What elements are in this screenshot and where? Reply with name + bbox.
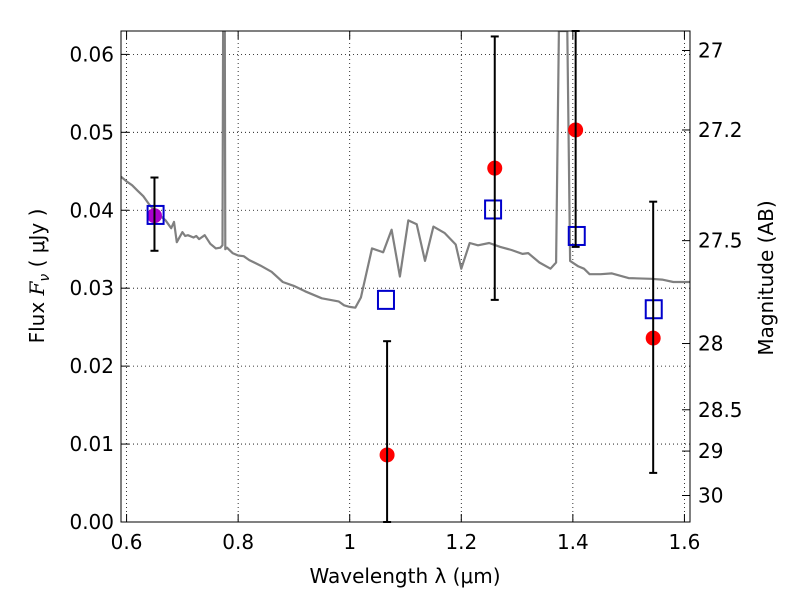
y-axis-title: Flux Fν ( μJy ) bbox=[25, 209, 53, 344]
model-spectrum-line bbox=[121, 31, 690, 309]
model-photometry-square bbox=[146, 204, 165, 225]
y2-tick-label: 27.2 bbox=[698, 118, 743, 142]
y2-tick-label: 29 bbox=[698, 439, 723, 463]
x-tick-label: 1.2 bbox=[445, 530, 477, 554]
grid bbox=[121, 31, 690, 523]
x-tick-label: 1.6 bbox=[669, 530, 701, 554]
y-tick-label: 0.04 bbox=[69, 198, 114, 222]
y-axis-title-prefix: Flux bbox=[25, 295, 49, 343]
x-tick-label: 0.8 bbox=[222, 530, 254, 554]
model-photometry-square bbox=[376, 289, 395, 310]
y2-tick-label: 27.5 bbox=[698, 229, 743, 253]
x-tick-label: 0.6 bbox=[111, 530, 143, 554]
y2-tick-label: 28 bbox=[698, 332, 723, 356]
model-photometry-square bbox=[567, 225, 586, 246]
y-axis-title-symbol: F bbox=[25, 280, 49, 296]
y2-tick-label: 30 bbox=[698, 484, 723, 508]
y2-tick-label: 28.5 bbox=[698, 398, 743, 422]
y-tick-label: 0.05 bbox=[69, 120, 114, 144]
y2-tick-label: 27 bbox=[698, 38, 723, 62]
y-tick-label: 0.00 bbox=[69, 510, 114, 534]
y-tick-label: 0.03 bbox=[69, 276, 114, 300]
y-axis-title-suffix: ( μJy ) bbox=[25, 209, 49, 274]
y-axis-title-subscript: ν bbox=[37, 274, 53, 282]
model-photometry-square bbox=[484, 199, 503, 220]
x-tick-label: 1 bbox=[343, 530, 356, 554]
y-tick-label: 0.02 bbox=[69, 354, 114, 378]
y-tick-label: 0.06 bbox=[69, 42, 114, 66]
y-tick-label: 0.01 bbox=[69, 432, 114, 456]
x-axis-title: Wavelength λ (μm) bbox=[309, 564, 500, 588]
plot-frame bbox=[120, 30, 691, 523]
x-tick-label: 1.4 bbox=[557, 530, 589, 554]
y2-axis-title: Magnitude (AB) bbox=[754, 200, 778, 355]
